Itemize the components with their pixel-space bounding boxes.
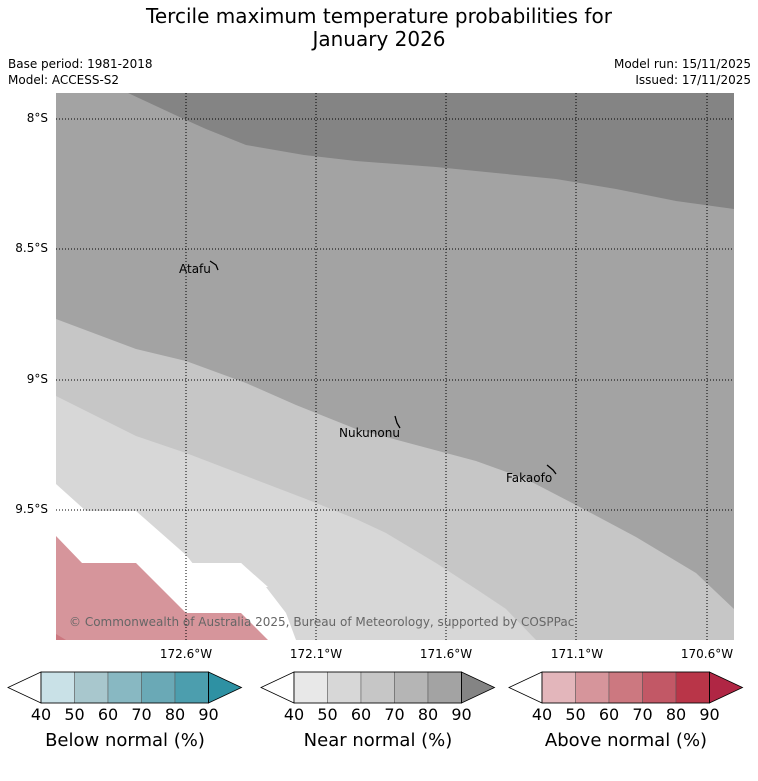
- model-run-date: Model run: 15/11/2025: [613, 57, 751, 71]
- place-label-fakaofo: Fakaofo: [506, 471, 552, 485]
- colorbar-below-normal-tick-70: 70: [131, 705, 152, 724]
- lon-label-171-6w: 171.6°W: [419, 647, 473, 661]
- colorbar-near-normal-outline: [293, 671, 462, 704]
- colorbar-near-normal-tick-50: 50: [317, 705, 338, 724]
- run-info-right: Model run: 15/11/2025 Issued: 17/11/2025: [614, 56, 751, 88]
- colorbar-near-normal-tick-90: 90: [451, 705, 472, 724]
- lat-label-8s: 8°S: [26, 111, 48, 125]
- colorbar-above-normal: [508, 671, 744, 704]
- colorbar-near-normal-min-extend: [260, 671, 295, 704]
- region-above-normal-50-60: [56, 536, 268, 640]
- title-line-2: January 2026: [312, 27, 446, 51]
- colorbar-below-normal-bin-50: [74, 671, 109, 704]
- copyright-notice: © Commonwealth of Australia 2025, Bureau…: [69, 615, 574, 629]
- colorbar-below-normal-max-extend: [208, 671, 243, 704]
- colorbar-above-normal-outline: [541, 671, 710, 704]
- colorbar-near-normal-tick-60: 60: [350, 705, 372, 724]
- colorbar-near-normal-tick-80: 80: [417, 705, 439, 724]
- colorbar-above-normal-bin-60: [608, 671, 643, 704]
- fakaofo-atoll-outline: [546, 464, 557, 475]
- colorbar-near-normal-tick-70: 70: [384, 705, 405, 724]
- lat-label-9-5s: 9.5°S: [15, 502, 48, 516]
- colorbar-near-normal: [260, 671, 496, 704]
- colorbar-near-normal-bin-70: [394, 671, 429, 704]
- colorbar-below-normal-bin-70: [141, 671, 176, 704]
- colorbar-below-normal-bin-60: [107, 671, 142, 704]
- colorbar-title-below-normal: Below normal (%): [45, 730, 205, 751]
- colorbar-below-normal-tick-50: 50: [64, 705, 85, 724]
- colorbar-below-normal-tick-90: 90: [198, 705, 219, 724]
- colorbar-above-normal-bin-40: [541, 671, 576, 704]
- colorbar-below-normal-min-extend: [7, 671, 42, 704]
- title-line-1: Tercile maximum temperature probabilitie…: [146, 4, 612, 28]
- colorbar-above-normal-bin-80: [675, 671, 710, 704]
- lat-label-9s: 9°S: [26, 372, 48, 386]
- model-name: Model: ACCESS-S2: [8, 73, 120, 87]
- lon-label-172-1w: 172.1°W: [289, 647, 343, 661]
- colorbar-legend: [7, 671, 744, 704]
- colorbar-below-normal-tick-60: 60: [97, 705, 119, 724]
- colorbar-below-normal-tick-40: 40: [30, 705, 52, 724]
- nukunonu-atoll-outline: [394, 415, 401, 429]
- base-period: Base period: 1981-2018: [8, 57, 153, 71]
- run-info-left: Base period: 1981-2018 Model: ACCESS-S2: [8, 56, 153, 88]
- colorbar-above-normal-bin-50: [575, 671, 610, 704]
- lat-label-8-5s: 8.5°S: [15, 241, 48, 255]
- issued-date: Issued: 17/11/2025: [635, 73, 751, 87]
- colorbar-near-normal-max-extend: [461, 671, 496, 704]
- region-no-dominant-category-2: [186, 563, 268, 587]
- lon-label-171-1w: 171.1°W: [550, 647, 604, 661]
- colorbar-below-normal-outline: [40, 671, 209, 704]
- colorbar-above-normal-min-extend: [508, 671, 543, 704]
- colorbar-below-normal-bin-40: [40, 671, 75, 704]
- atafu-atoll-outline: [209, 260, 219, 271]
- colorbar-above-normal-tick-50: 50: [565, 705, 586, 724]
- colorbar-above-normal-tick-70: 70: [632, 705, 653, 724]
- colorbar-title-near-normal: Near normal (%): [303, 730, 453, 751]
- place-label-nukunonu: Nukunonu: [339, 426, 400, 440]
- colorbar-below-normal-tick-80: 80: [164, 705, 186, 724]
- colorbar-title-above-normal: Above normal (%): [544, 730, 708, 751]
- colorbar-near-normal-bin-80: [427, 671, 462, 704]
- colorbar-above-normal-bin-70: [642, 671, 677, 704]
- place-label-atafu: Atafu: [179, 262, 211, 276]
- lon-label-170-6w: 170.6°W: [680, 647, 734, 661]
- colorbar-near-normal-bin-60: [360, 671, 395, 704]
- lon-label-172-6w: 172.6°W: [159, 647, 213, 661]
- colorbar-above-normal-max-extend: [709, 671, 744, 704]
- colorbar-near-normal-bin-40: [293, 671, 328, 704]
- colorbar-below-normal: [7, 671, 243, 704]
- map-title: Tercile maximum temperature probabilitie…: [0, 5, 758, 51]
- colorbar-above-normal-tick-40: 40: [531, 705, 553, 724]
- colorbar-above-normal-tick-90: 90: [699, 705, 720, 724]
- region-above-normal-60-70: [56, 634, 66, 640]
- colorbar-near-normal-bin-50: [327, 671, 362, 704]
- colorbar-above-normal-tick-80: 80: [665, 705, 687, 724]
- colorbar-below-normal-bin-80: [174, 671, 209, 704]
- probability-map[interactable]: Atafu Nukunonu Fakaofo © Commonwealth of…: [56, 93, 734, 640]
- graticule: [56, 93, 734, 640]
- colorbar-near-normal-tick-40: 40: [283, 705, 305, 724]
- colorbar-above-normal-tick-60: 60: [598, 705, 620, 724]
- region-near-normal-80-90: [128, 93, 734, 209]
